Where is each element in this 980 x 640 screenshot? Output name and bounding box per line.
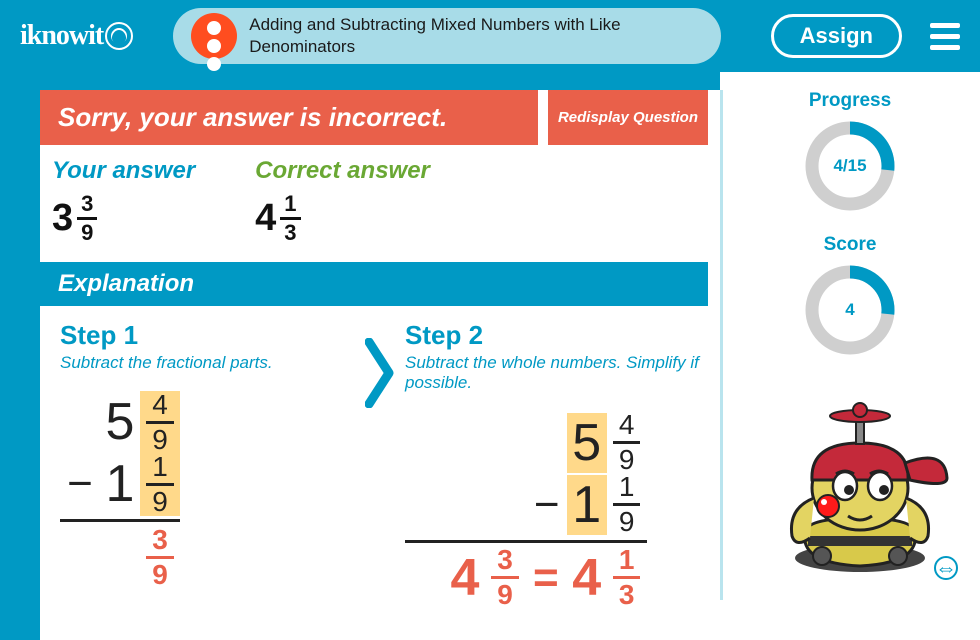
content-area: Sorry, your answer is incorrect. Redispl… [0,72,720,640]
step-1: Step 1 Subtract the fractional parts. 5 … [60,320,355,609]
difficulty-icon [191,13,237,59]
step-1-work: 5 49 − 1 19 39 [60,391,180,588]
explanation-header: Explanation [40,262,708,306]
feedback-banner: Sorry, your answer is incorrect. [40,90,538,145]
score-label: Score [740,234,960,256]
logo-bulb-icon [105,22,133,50]
expand-icon[interactable]: ⇔ [934,556,958,580]
topic-title: Adding and Subtracting Mixed Numbers wit… [249,14,702,58]
step-2-desc: Subtract the whole numbers. Simplify if … [405,353,700,394]
assign-button[interactable]: Assign [771,14,902,58]
score-ring: 4 [802,262,898,358]
chevron-right-icon [365,338,395,413]
step-1-title: Step 1 [60,320,355,351]
robot-mascot [740,388,960,578]
progress-ring: 4/15 [802,118,898,214]
step-2-title: Step 2 [405,320,700,351]
score-block: Score 4 [740,234,960,358]
progress-text: 4/15 [802,118,898,214]
correct-answer-label: Correct answer [255,157,430,185]
progress-label: Progress [740,90,960,112]
menu-icon[interactable] [930,23,960,50]
redisplay-button[interactable]: Redisplay Question [548,90,708,145]
topic-pill: Adding and Subtracting Mixed Numbers wit… [173,8,720,64]
header: iknowit Adding and Subtracting Mixed Num… [0,0,980,72]
logo-text: iknowit [20,20,103,52]
your-answer-value: 3 39 [52,193,195,244]
step-2: Step 2 Subtract the whole numbers. Simpl… [405,320,700,609]
progress-block: Progress 4/15 [740,90,960,214]
correct-answer-block: Correct answer 4 13 [255,157,430,244]
score-text: 4 [802,262,898,358]
step-2-work: 5 49 − 1 19 4 [405,412,647,609]
step-1-desc: Subtract the fractional parts. [60,353,355,373]
logo[interactable]: iknowit [20,20,133,52]
sidebar-divider [720,90,723,600]
your-answer-label: Your answer [52,157,195,185]
correct-answer-value: 4 13 [255,193,430,244]
your-answer-block: Your answer 3 39 [52,157,195,244]
